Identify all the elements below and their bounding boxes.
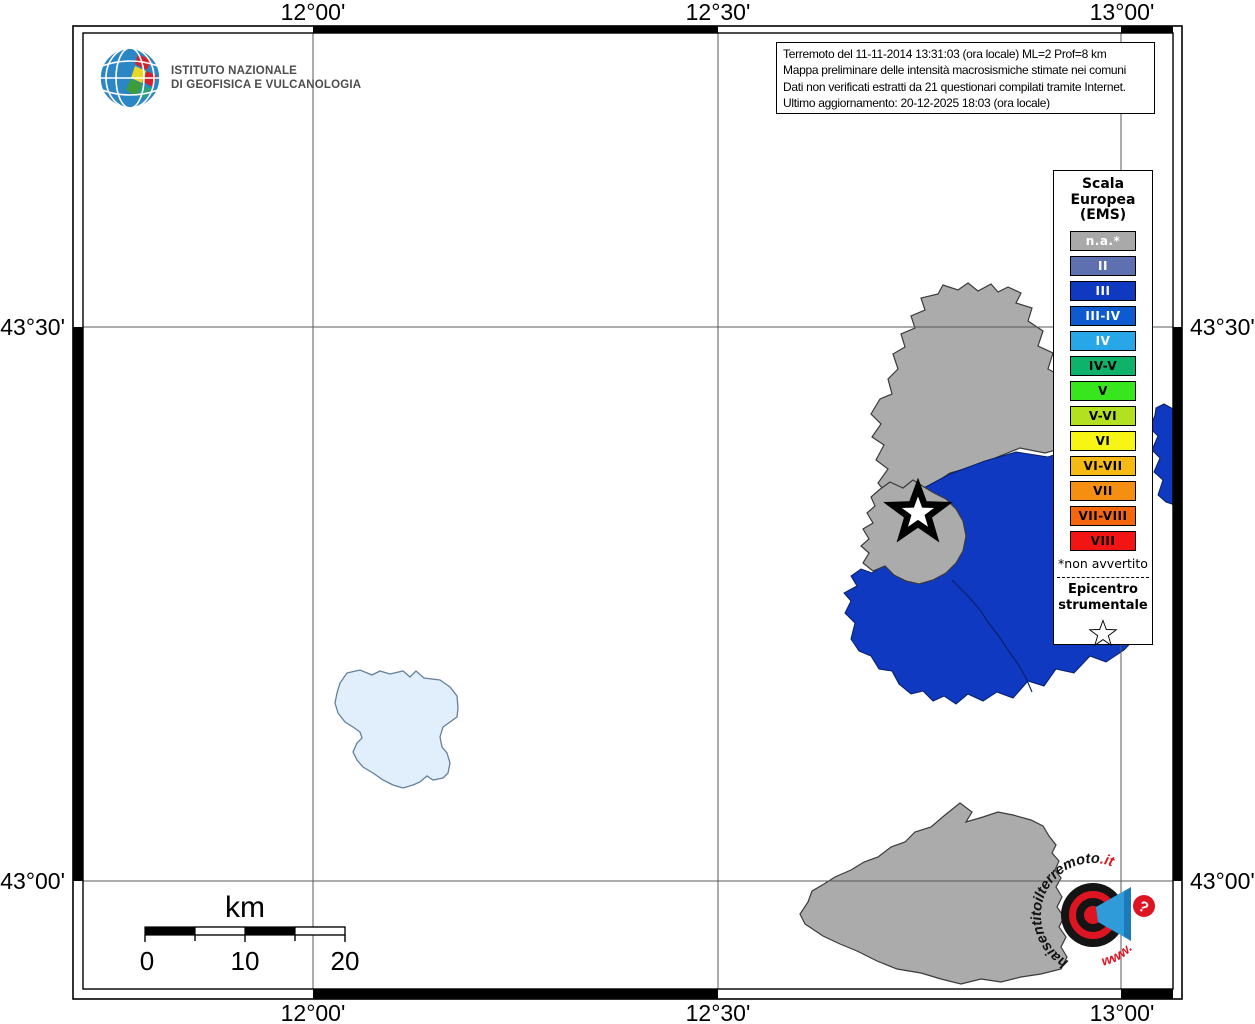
legend-title-line2: Europea — [1070, 191, 1136, 208]
legend-epicenter-line2: strumentale — [1058, 598, 1148, 613]
scale-bar-unit: km — [225, 891, 265, 924]
legend-star-icon — [1088, 618, 1118, 646]
legend-title-line3: (EMS) — [1079, 207, 1127, 223]
frame-tick-segment — [73, 327, 83, 881]
frame-tick-segment — [1121, 26, 1173, 34]
lake-trasimeno — [334, 669, 459, 789]
info-line-event: Terremoto del 11-11-2014 13:31:03 (ora l… — [783, 47, 1107, 61]
ingv-name-line1: ISTITUTO NAZIONALE — [171, 65, 298, 77]
axis-label-right-43-00: 43°00' — [1190, 868, 1255, 894]
legend-item-vii: VII — [1070, 480, 1136, 501]
legend-item-iv-v: IV-V — [1070, 355, 1136, 376]
legend-items: n.a.* II III III-IV IV IV-V V V-VI VI VI… — [1054, 230, 1152, 551]
axis-label-bottom-12-00: 12°00' — [281, 1000, 346, 1024]
info-line-data: Dati non verificati estratti da 21 quest… — [783, 79, 1126, 94]
axis-label-top-12-30: 12°30' — [686, 0, 751, 25]
axis-label-top-13-00: 13°00' — [1090, 0, 1155, 25]
info-line-map: Mappa preliminare delle intensità macros… — [783, 63, 1127, 78]
megaphone-icon-shade — [1124, 887, 1131, 941]
frame-tick-segment — [313, 989, 718, 999]
ingv-globe-logo — [99, 47, 161, 109]
legend-item-iv: IV — [1070, 330, 1136, 351]
municipality-intensity-iii-edge — [1149, 403, 1173, 505]
axis-label-bottom-13-00: 13°00' — [1090, 1000, 1155, 1024]
legend-item-viii: VIII — [1070, 530, 1136, 551]
axis-label-left-43-30: 43°30' — [0, 314, 65, 340]
legend-item-vi: VI — [1070, 430, 1136, 451]
scale-bar-tick-0: 0 — [140, 946, 154, 976]
scale-bar: km 0 10 20 — [140, 891, 360, 976]
legend-item-iii-iv: III-IV — [1070, 305, 1136, 326]
ingv-name-line2: DI GEOFISICA E VULCANOLOGIA — [171, 79, 362, 91]
legend-divider — [1057, 576, 1149, 578]
legend-item-vi-vii: VI-VII — [1070, 455, 1136, 476]
ingv-brand: ISTITUTO NAZIONALE DI GEOFISICA E VULCAN… — [98, 46, 361, 110]
megaphone-icon — [1096, 887, 1131, 941]
legend-item-v-vi: V-VI — [1070, 405, 1136, 426]
intensity-legend: Scala Europea (EMS) n.a.* II III III-IV … — [1053, 170, 1153, 646]
axis-label-top-12-00: 12°00' — [281, 0, 346, 25]
legend-item-na: n.a.* — [1070, 230, 1136, 251]
municipality-boundary-line — [951, 579, 1033, 693]
legend-item-ii: II — [1070, 255, 1136, 276]
legend-item-v: V — [1070, 380, 1136, 401]
epicenter-star — [883, 477, 953, 543]
axis-label-left-43-00: 43°00' — [0, 868, 65, 894]
legend-item-iii: III — [1070, 280, 1136, 301]
frame-tick-segment — [1121, 989, 1173, 999]
info-line-updated: Ultimo aggiornamento: 20-12-2025 18:03 (… — [783, 95, 1050, 110]
frame-tick-segment — [313, 26, 718, 34]
question-badge — [1133, 895, 1155, 917]
scale-bar-tick-10: 10 — [231, 946, 260, 976]
axis-label-right-43-30: 43°30' — [1190, 314, 1255, 340]
municipality-na-south — [799, 802, 1068, 985]
frame-tick-segment — [1173, 327, 1182, 881]
earthquake-info-box: Terremoto del 11-11-2014 13:31:03 (ora l… — [776, 42, 1155, 114]
map-frame — [72, 25, 1183, 1000]
scale-bar-tick-20: 20 — [331, 946, 360, 976]
axis-label-bottom-12-30: 12°30' — [686, 1000, 751, 1024]
legend-title-line1: Scala — [1081, 176, 1125, 192]
legend-item-vii-viii: VII-VIII — [1070, 505, 1136, 526]
legend-epicenter-line1: Epicentro — [1068, 581, 1138, 597]
legend-footnote: *non avvertito — [1058, 555, 1148, 571]
website-tld: .it — [1099, 852, 1117, 871]
